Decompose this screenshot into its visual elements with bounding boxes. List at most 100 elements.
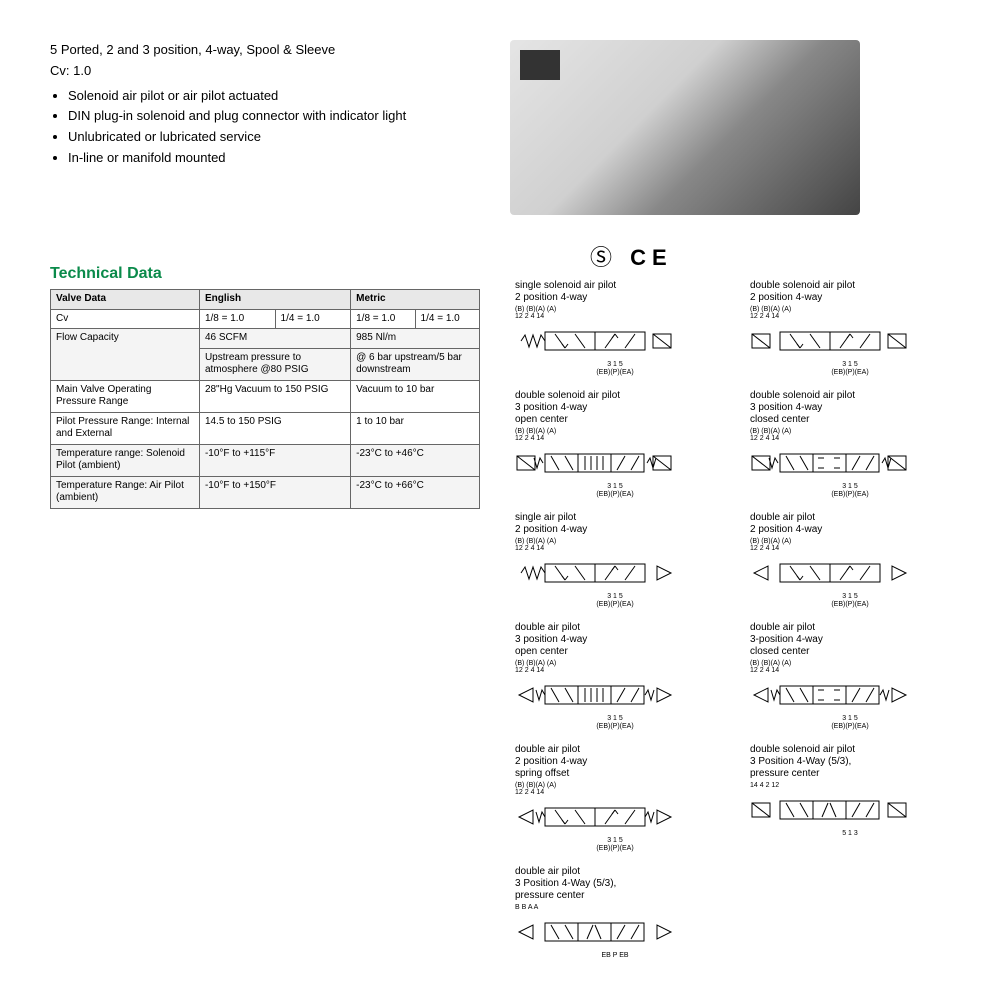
description-column: 5 Ported, 2 and 3 position, 4-way, Spool… <box>50 40 470 215</box>
cv-en2: 1/4 = 1.0 <box>275 309 351 329</box>
temp2-en: -10°F to +150°F <box>199 476 350 508</box>
schematic-title: single solenoid air pilot2 position 4-wa… <box>515 280 715 304</box>
th-english: English <box>199 290 350 310</box>
port-nums-top: 12 2 4 14 <box>515 667 715 674</box>
port-nums-top: 12 2 4 14 <box>750 435 950 442</box>
main-m: Vacuum to 10 bar <box>351 380 480 412</box>
schematic-symbol <box>515 322 675 360</box>
port-labels-top: (B) (B)(A) (A) <box>750 538 950 545</box>
schematic-title: double air pilot3 Position 4-Way (5/3),p… <box>515 866 715 902</box>
temp1-en: -10°F to +115°F <box>199 444 350 476</box>
temp2-m: -23°C to +66°C <box>351 476 480 508</box>
schematic-title: double solenoid air pilot3 position 4-wa… <box>750 390 950 426</box>
port-labels-bot: (EB)(P)(EA) <box>750 601 950 608</box>
flow-label: Flow Capacity <box>51 329 200 381</box>
valve-schematics: single solenoid air pilot2 position 4-wa… <box>515 280 955 959</box>
feature-bullet: DIN plug-in solenoid and plug connector … <box>68 106 470 127</box>
port-nums-top: 12 2 4 14 <box>515 545 715 552</box>
port-nums-bot: 3 1 5 <box>515 361 715 368</box>
schematic-item: double air pilot3 position 4-wayopen cen… <box>515 622 715 730</box>
desc-line-1: 5 Ported, 2 and 3 position, 4-way, Spool… <box>50 40 470 61</box>
port-nums-top: 12 2 4 14 <box>750 667 950 674</box>
pilot-en: 14.5 to 150 PSIG <box>199 412 350 444</box>
schematic-item: single solenoid air pilot2 position 4-wa… <box>515 280 715 376</box>
temp2-label: Temperature Range: Air Pilot (ambient) <box>51 476 200 508</box>
feature-bullets: Solenoid air pilot or air pilot actuated… <box>50 86 470 169</box>
schematic-symbol <box>750 676 910 714</box>
schematic-item: double solenoid air pilot3 Position 4-Wa… <box>750 744 950 852</box>
th-valve-data: Valve Data <box>51 290 200 310</box>
header-section: 5 Ported, 2 and 3 position, 4-way, Spool… <box>50 40 950 215</box>
port-nums-top: 12 2 4 14 <box>750 313 950 320</box>
schematic-item: double solenoid air pilot3 position 4-wa… <box>750 390 950 498</box>
schematic-symbol <box>750 444 910 482</box>
schematic-item: double air pilot3-position 4-wayclosed c… <box>750 622 950 730</box>
ce-icon: CE <box>630 245 673 270</box>
port-labels-top: (B) (B)(A) (A) <box>515 306 715 313</box>
schematic-item: double solenoid air pilot2 position 4-wa… <box>750 280 950 376</box>
schematic-item: double air pilot3 Position 4-Way (5/3),p… <box>515 866 715 959</box>
cv-m1: 1/8 = 1.0 <box>351 309 415 329</box>
port-labels-top: (B) (B)(A) (A) <box>750 660 950 667</box>
schematic-title: single air pilot2 position 4-way <box>515 512 715 536</box>
schematic-title: double solenoid air pilot3 Position 4-Wa… <box>750 744 950 780</box>
schematic-symbol <box>515 913 675 951</box>
schematic-symbol <box>515 444 675 482</box>
feature-bullet: Unlubricated or lubricated service <box>68 127 470 148</box>
port-nums-top: 12 2 4 14 <box>515 313 715 320</box>
cv-label: Cv <box>51 309 200 329</box>
port-labels-bot: (EB)(P)(EA) <box>750 369 950 376</box>
port-labels-top: (B) (B)(A) (A) <box>750 428 950 435</box>
cv-en1: 1/8 = 1.0 <box>199 309 275 329</box>
schematic-title: double air pilot2 position 4-wayspring o… <box>515 744 715 780</box>
port-labels-top: (B) (B)(A) (A) <box>515 782 715 789</box>
port-labels-top: (B) (B)(A) (A) <box>515 538 715 545</box>
flow-en1: 46 SCFM <box>199 329 350 349</box>
port-nums-bot: 3 1 5 <box>515 593 715 600</box>
port-labels-top: (B) (B)(A) (A) <box>515 660 715 667</box>
port-labels-bot: (EB)(P)(EA) <box>750 491 950 498</box>
port-nums-bot: 3 1 5 <box>515 483 715 490</box>
pilot-m: 1 to 10 bar <box>351 412 480 444</box>
port-nums-top: 12 2 4 14 <box>750 545 950 552</box>
schematic-title: double air pilot3-position 4-wayclosed c… <box>750 622 950 658</box>
feature-bullet: Solenoid air pilot or air pilot actuated <box>68 86 470 107</box>
flow-m2: @ 6 bar upstream/5 bar downstream <box>351 348 480 380</box>
feature-bullet: In-line or manifold mounted <box>68 148 470 169</box>
th-metric: Metric <box>351 290 480 310</box>
schematic-symbol <box>515 676 675 714</box>
port-nums-bot: 3 1 5 <box>750 483 950 490</box>
port-labels-top: 14 4 2 12 <box>750 782 950 789</box>
schematic-item: single air pilot2 position 4-way (B) (B)(… <box>515 512 715 608</box>
schematic-title: double solenoid air pilot2 position 4-wa… <box>750 280 950 304</box>
port-nums-bot: 5 1 3 <box>750 830 950 837</box>
port-labels-bot: (EB)(P)(EA) <box>515 601 715 608</box>
cv-m2: 1/4 = 1.0 <box>415 309 479 329</box>
technical-data-table: Valve Data English Metric Cv 1/8 = 1.0 1… <box>50 289 480 509</box>
port-nums-top: 12 2 4 14 <box>515 789 715 796</box>
port-labels-top: B B A A <box>515 904 715 911</box>
port-labels-top: (B) (B)(A) (A) <box>750 306 950 313</box>
port-nums-bot: 3 1 5 <box>750 361 950 368</box>
port-nums-top: 12 2 4 14 <box>515 435 715 442</box>
port-labels-bot: (EB)(P)(EA) <box>515 369 715 376</box>
port-nums-bot: 3 1 5 <box>515 715 715 722</box>
flow-en2: Upstream pressure to atmosphere @80 PSIG <box>199 348 350 380</box>
main-label: Main Valve Operating Pressure Range <box>51 380 200 412</box>
port-labels-top: (B) (B)(A) (A) <box>515 428 715 435</box>
product-photo <box>510 40 860 215</box>
schematic-title: double air pilot2 position 4-way <box>750 512 950 536</box>
schematic-symbol <box>515 554 675 592</box>
pilot-label: Pilot Pressure Range: Internal and Exter… <box>51 412 200 444</box>
port-nums-bot: 3 1 5 <box>750 715 950 722</box>
main-en: 28"Hg Vacuum to 150 PSIG <box>199 380 350 412</box>
schematic-title: double solenoid air pilot3 position 4-wa… <box>515 390 715 426</box>
schematic-symbol <box>750 554 910 592</box>
schematic-item: double air pilot2 position 4-way (B) (B)(… <box>750 512 950 608</box>
schematic-item: double solenoid air pilot3 position 4-wa… <box>515 390 715 498</box>
csa-icon: Ⓢ <box>590 245 618 270</box>
port-nums-bot: EB P EB <box>515 952 715 959</box>
desc-line-2: Cv: 1.0 <box>50 61 470 82</box>
schematic-item: double air pilot2 position 4-wayspring o… <box>515 744 715 852</box>
certification-marks: Ⓢ CE <box>590 240 673 272</box>
